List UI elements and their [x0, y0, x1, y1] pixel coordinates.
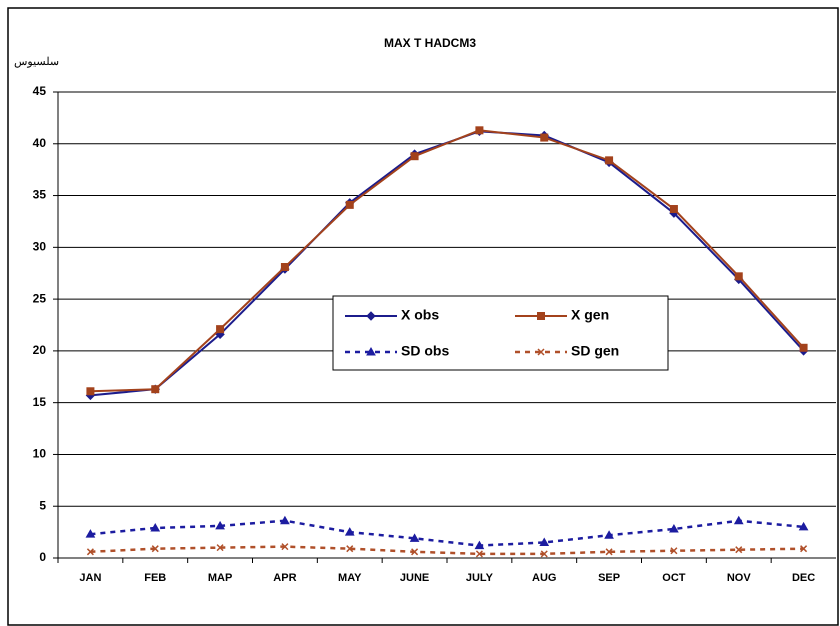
marker	[86, 387, 95, 396]
marker	[344, 527, 355, 536]
marker	[151, 385, 160, 394]
marker	[540, 550, 548, 558]
marker	[216, 325, 225, 334]
marker	[86, 548, 94, 556]
marker	[669, 205, 678, 214]
marker	[346, 545, 354, 553]
marker	[670, 547, 678, 555]
marker	[605, 156, 614, 165]
marker	[799, 343, 808, 352]
x-tick-label: FEB	[144, 572, 166, 584]
y-tick-label: 20	[33, 343, 47, 357]
x-tick-label: JULY	[466, 572, 494, 584]
marker	[150, 522, 161, 532]
marker	[215, 520, 225, 530]
legend-label: X gen	[571, 307, 609, 323]
marker	[733, 515, 744, 525]
marker	[410, 152, 419, 161]
x-tick-label: NOV	[727, 572, 752, 584]
y-tick-label: 25	[33, 291, 47, 305]
marker	[409, 533, 420, 542]
y-tick-label: 35	[33, 188, 47, 202]
marker	[475, 550, 483, 558]
legend-label: X obs	[401, 307, 439, 323]
marker	[539, 537, 550, 546]
marker	[85, 529, 96, 538]
x-tick-label: MAP	[208, 572, 232, 584]
marker	[604, 530, 614, 539]
y-tick-label: 0	[39, 550, 46, 564]
y-tick-label: 30	[33, 240, 47, 254]
marker	[798, 521, 809, 531]
y-tick-label: 45	[33, 84, 47, 98]
marker	[366, 311, 376, 321]
x-tick-label: JAN	[79, 572, 101, 584]
marker	[474, 540, 485, 550]
x-tick-label: APR	[273, 572, 296, 584]
series-line	[90, 545, 804, 556]
y-axis-label: سلسیوس	[14, 56, 59, 68]
marker	[281, 543, 289, 551]
x-tick-label: JUNE	[400, 572, 429, 584]
marker	[151, 545, 159, 553]
x-tick-label: OCT	[662, 572, 686, 584]
marker	[540, 133, 549, 142]
y-tick-label: 5	[39, 498, 46, 512]
legend: X obs X gen SD obs SD gen	[332, 295, 669, 371]
marker	[411, 548, 419, 556]
x-tick-label: MAY	[338, 572, 362, 584]
marker	[800, 545, 808, 553]
legend-box	[332, 295, 669, 371]
marker	[475, 126, 484, 135]
marker	[216, 544, 224, 552]
marker	[735, 546, 743, 554]
marker	[669, 523, 679, 533]
x-tick-label: DEC	[792, 572, 815, 584]
marker	[734, 272, 743, 281]
series-line	[90, 129, 805, 393]
x-tick-label: SEP	[598, 572, 620, 584]
legend-label: SD obs	[401, 343, 449, 359]
marker	[605, 548, 613, 556]
marker	[345, 200, 354, 209]
marker	[280, 263, 289, 272]
marker	[366, 346, 376, 356]
legend-label: SD gen	[571, 343, 619, 359]
x-tick-label: AUG	[532, 572, 556, 584]
y-tick-label: 15	[33, 395, 47, 409]
marker	[280, 515, 290, 525]
y-tick-label: 10	[33, 447, 47, 461]
marker	[537, 312, 545, 320]
chart-title: MAX T HADCM3	[384, 36, 476, 50]
marker	[537, 348, 545, 356]
y-tick-label: 40	[33, 136, 47, 150]
